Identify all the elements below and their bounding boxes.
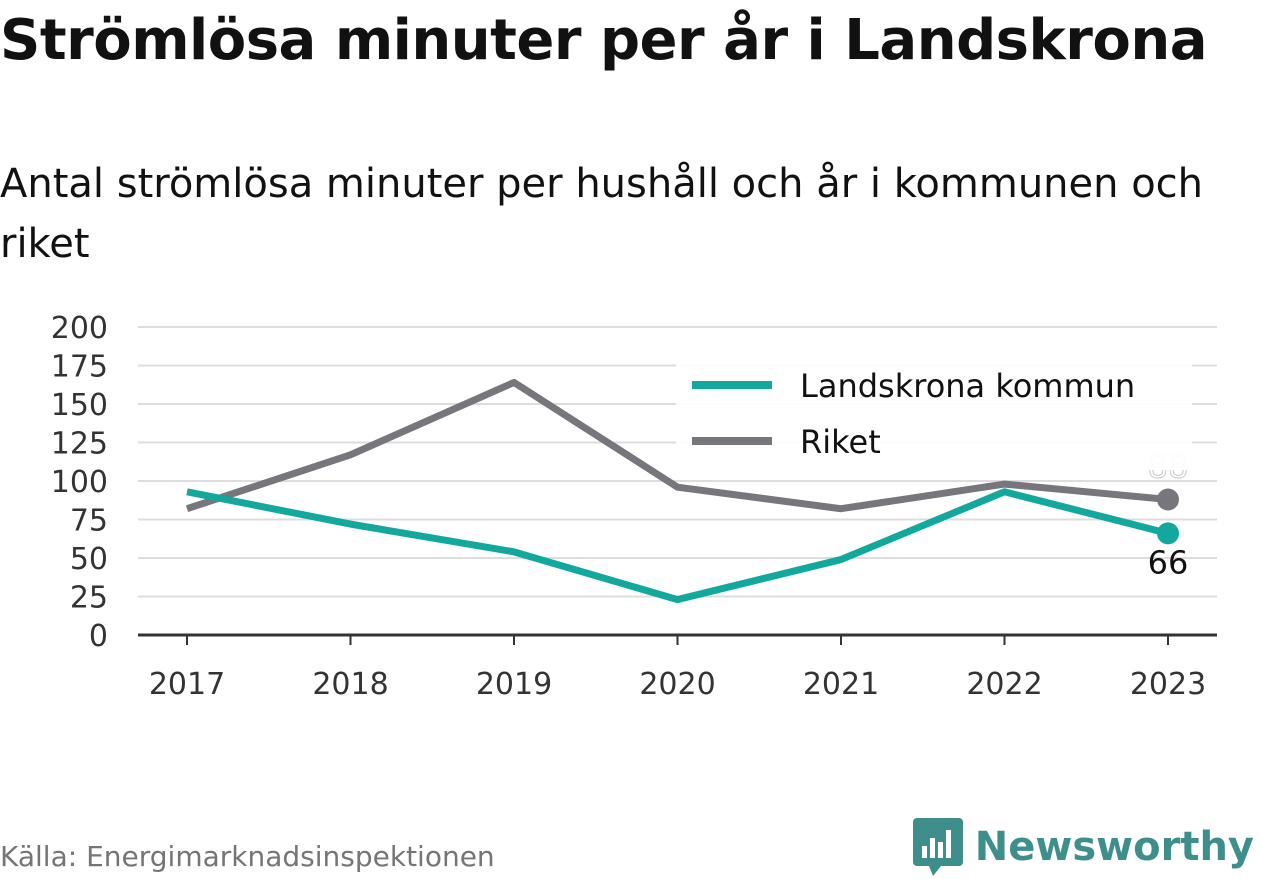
landskrona-series-line [186, 488, 1169, 604]
legend-label: Landskrona kommun [800, 367, 1135, 405]
legend-label: Riket [800, 423, 881, 461]
y-tick-label: 200 [51, 311, 108, 346]
legend-background [676, 360, 1192, 470]
x-tick-label: 2019 [476, 667, 552, 702]
x-tick-label: 2017 [149, 667, 225, 702]
x-tick-label: 2018 [312, 667, 388, 702]
y-tick-label: 0 [89, 619, 108, 654]
x-tick-label: 2020 [639, 667, 715, 702]
x-tick-label: 2021 [803, 667, 879, 702]
brand-name: Newsworthy [974, 824, 1254, 870]
y-tick-label: 25 [70, 581, 108, 616]
chart-subtitle: Antal strömlösa minuter per hushåll och … [0, 161, 1204, 267]
source-note: Källa: Energimarknadsinspektionen [0, 840, 495, 873]
landskrona-end-point [1157, 522, 1179, 545]
x-tick-label: 2022 [966, 667, 1042, 702]
y-tick-label: 150 [51, 388, 108, 423]
y-tick-label: 75 [70, 504, 108, 539]
bar-chart-speech-bubble-icon [912, 818, 963, 876]
riket-series-line [185, 378, 1169, 513]
y-tick-label: 175 [51, 350, 108, 385]
x-tick-label: 2023 [1130, 667, 1206, 702]
newsworthy-logo: Newsworthy [912, 818, 1254, 876]
chart-title: Strömlösa minuter per år i Landskrona [0, 8, 1208, 73]
y-tick-label: 50 [70, 542, 108, 577]
y-tick-label: 100 [51, 465, 108, 500]
x-axis-ticks: 2017 2018 2019 2020 2021 2022 2023 [149, 635, 1206, 702]
riket-end-point [1157, 488, 1179, 511]
y-tick-label: 125 [51, 427, 108, 462]
legend: Landskrona kommun Riket [676, 360, 1192, 470]
landskrona-end-label: 66 [1148, 543, 1189, 581]
